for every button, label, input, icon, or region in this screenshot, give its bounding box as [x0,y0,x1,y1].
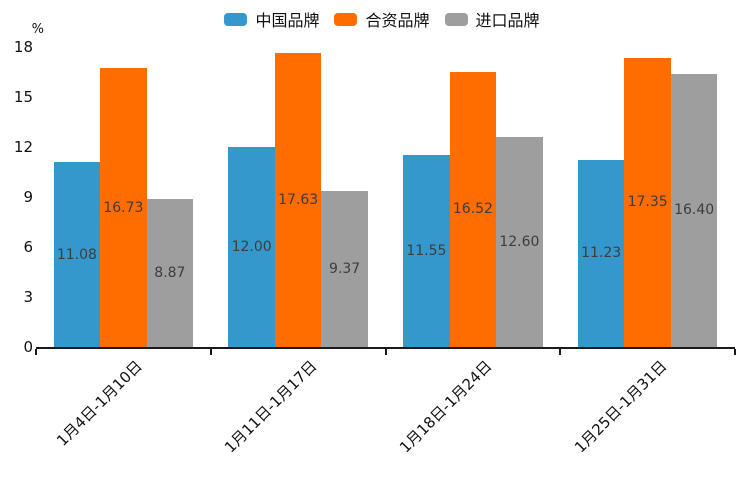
y-axis-tick-label: 18 [13,38,33,56]
x-axis-tick [35,349,37,355]
legend-label-import-brands: 进口品牌 [475,11,540,30]
bar-value-label: 17.63 [278,192,319,209]
bar-value-label: 11.55 [406,242,447,259]
legend-label-joint-venture-brands: 合资品牌 [365,11,430,30]
x-axis-category-label: 1月4日-1月10日 [53,357,147,450]
legend-swatch-import-brands [444,12,468,26]
bar-value-label: 8.87 [154,265,186,282]
bar [496,137,543,347]
bar-value-label: 17.35 [627,194,668,211]
legend-item-joint-venture-brands[interactable]: 合资品牌 [334,7,430,31]
bar-value-label: 16.40 [674,202,715,219]
bar-value-label: 12.60 [499,234,540,250]
bar [577,159,625,347]
legend-label-china-brands: 中国品牌 [255,11,320,30]
y-axis-tick-label: 0 [23,338,33,356]
x-axis-line [36,347,735,349]
y-axis-tick-label: 9 [23,188,33,206]
bar [100,68,147,347]
y-axis-unit-label: % [31,22,44,37]
y-axis-tick-label: 6 [23,238,33,256]
legend-swatch-china-brands [224,12,248,26]
y-axis-tick-label: 12 [13,138,33,156]
bar [624,57,671,347]
x-axis-category-label: 1月11日-1月17日 [221,357,321,457]
x-axis-tick [384,349,387,355]
bar-value-label: 9.37 [329,260,361,277]
y-axis-tick-label: 15 [13,88,33,106]
x-axis-tick [559,349,562,355]
x-axis-category-label: 1月25日-1月31日 [570,357,671,457]
legend: 中国品牌 合资品牌 进口品牌 [0,7,744,31]
bar [670,73,718,347]
bar-value-label: 12.00 [231,239,272,255]
bar [53,162,101,347]
x-axis-tick [209,349,212,355]
legend-swatch-joint-venture-brands [334,12,358,26]
bar-value-label: 11.08 [56,246,97,263]
x-axis-tick [734,349,736,355]
bar [403,154,450,347]
bar-value-label: 16.52 [452,201,493,218]
legend-item-import-brands[interactable]: 进口品牌 [444,7,540,31]
x-axis-category-label: 1月18日-1月24日 [396,357,496,457]
bar [321,190,368,347]
bar [274,53,322,347]
bar [146,199,194,347]
legend-item-china-brands[interactable]: 中国品牌 [224,7,319,31]
bar-value-label: 11.23 [581,245,622,262]
y-axis-tick-label: 3 [23,288,33,306]
bar-value-label: 16.73 [103,199,144,216]
bar [449,71,497,347]
bar [228,147,275,347]
